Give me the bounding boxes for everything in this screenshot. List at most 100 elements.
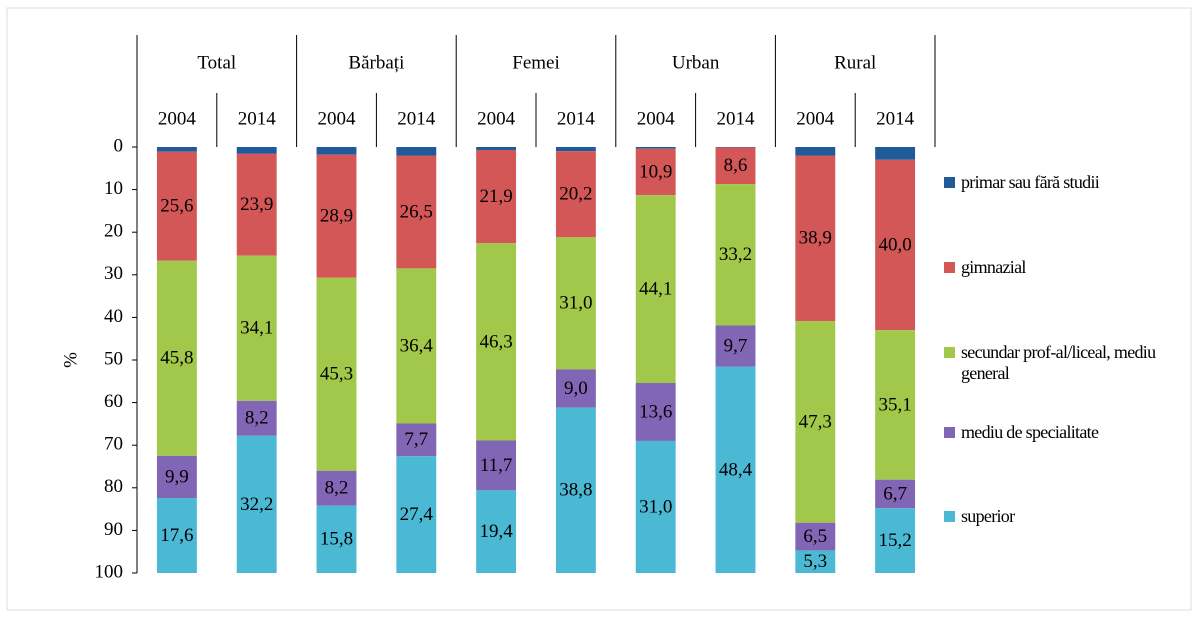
- data-label: 38,8: [559, 480, 592, 501]
- bar-segment: [476, 147, 517, 150]
- y-tick-label: 20: [104, 221, 123, 242]
- data-label: 46,3: [479, 331, 512, 352]
- data-label: 45,8: [160, 348, 193, 369]
- bar-segment: [715, 366, 756, 573]
- bar-segment: [316, 154, 357, 278]
- bar-segment: [635, 440, 676, 573]
- group-label: Rural: [834, 52, 876, 73]
- data-label: 35,1: [878, 394, 911, 415]
- y-tick-label: 100: [95, 561, 124, 582]
- data-label: 10,9: [639, 161, 672, 182]
- data-label: 6,7: [883, 483, 907, 504]
- legend-item: superior: [944, 506, 1015, 527]
- data-label: 34,1: [240, 318, 273, 339]
- bar-segment: [236, 435, 277, 573]
- bar-segment: [795, 550, 836, 573]
- bar-segment: [476, 243, 517, 441]
- x-tick-label: 2014: [238, 108, 277, 129]
- data-label: 8,6: [724, 155, 748, 176]
- x-tick-label: 2014: [397, 108, 436, 129]
- y-tick-label: 90: [104, 519, 123, 540]
- bar-segment: [715, 147, 756, 185]
- x-tick-label: 2014: [876, 108, 915, 129]
- bar-segment: [875, 508, 916, 573]
- bar-segment: [316, 147, 357, 155]
- data-label: 8,2: [245, 408, 269, 429]
- data-label: 32,2: [240, 494, 273, 515]
- y-tick-label: 10: [104, 178, 123, 199]
- legend-label: gimnazial: [961, 257, 1026, 277]
- data-label: 40,0: [878, 234, 911, 255]
- legend-item: secundar prof-al/liceal, mediu general: [944, 342, 1198, 384]
- data-label: 7,7: [404, 429, 428, 450]
- bar-segment: [396, 423, 437, 457]
- bar-segment: [795, 522, 836, 551]
- group-label: Total: [197, 52, 236, 73]
- data-label: 11,7: [480, 455, 513, 476]
- y-tick-label: 0: [114, 135, 124, 156]
- bar-segment: [635, 195, 676, 384]
- group-label: Urban: [672, 52, 720, 73]
- bar-segment: [476, 149, 517, 244]
- x-tick-label: 2004: [796, 108, 835, 129]
- bar-segment: [715, 325, 756, 367]
- x-tick-label: 2014: [717, 108, 756, 129]
- legend-item: mediu de specialitate: [944, 422, 1099, 443]
- legend-swatch: [944, 347, 955, 358]
- bar-segment: [555, 147, 596, 152]
- y-tick-label: 30: [104, 263, 123, 284]
- legend-label: secundar prof-al/liceal, mediu general: [961, 342, 1156, 383]
- bar-segment: [156, 260, 197, 456]
- x-tick-label: 2004: [477, 108, 516, 129]
- data-label: 31,0: [559, 293, 592, 314]
- data-label: 15,2: [878, 530, 911, 551]
- data-label: 5,3: [803, 551, 827, 572]
- data-label: 19,4: [479, 521, 513, 542]
- y-tick-label: 80: [104, 476, 123, 497]
- y-axis-label: %: [60, 352, 81, 368]
- legend-item: primar sau fără studii: [944, 172, 1100, 193]
- data-label: 20,2: [559, 184, 592, 205]
- data-label: 23,9: [240, 194, 273, 215]
- bar-segment: [396, 268, 437, 424]
- data-label: 36,4: [400, 335, 434, 356]
- legend-label: superior: [961, 506, 1015, 526]
- x-tick-label: 2004: [158, 108, 197, 129]
- data-label: 27,4: [400, 504, 434, 525]
- bar-segment: [555, 151, 596, 238]
- legend-item: gimnazial: [944, 257, 1026, 278]
- data-label: 48,4: [719, 459, 753, 480]
- data-label: 21,9: [479, 186, 512, 207]
- bar-segment: [236, 400, 277, 436]
- y-tick-label: 70: [104, 434, 123, 455]
- data-label: 9,7: [724, 336, 748, 357]
- bar-segment: [396, 147, 437, 156]
- bar-segment: [156, 455, 197, 499]
- y-tick-label: 40: [104, 306, 123, 327]
- legend-swatch: [944, 511, 955, 522]
- data-label: 26,5: [400, 201, 433, 222]
- data-label: 47,3: [799, 411, 832, 432]
- bar-segment: [156, 498, 197, 573]
- bar-segment: [875, 479, 916, 509]
- data-label: 15,8: [320, 529, 353, 550]
- bar-segment: [555, 369, 596, 408]
- bar-segment: [635, 148, 676, 196]
- data-label: 45,3: [320, 364, 353, 385]
- bar-segment: [635, 147, 676, 149]
- bar-segment: [156, 151, 197, 261]
- bar-segment: [555, 237, 596, 370]
- data-label: 28,9: [320, 206, 353, 227]
- x-tick-label: 2004: [637, 108, 676, 129]
- frame: [6, 7, 1192, 611]
- group-label: Femei: [512, 52, 560, 73]
- bar-segment: [875, 159, 916, 331]
- bar-segment: [316, 277, 357, 471]
- bar-segment: [715, 184, 756, 326]
- bar-segment: [875, 330, 916, 480]
- bar-segment: [795, 147, 836, 156]
- data-label: 9,9: [165, 466, 189, 487]
- bar-segment: [316, 505, 357, 573]
